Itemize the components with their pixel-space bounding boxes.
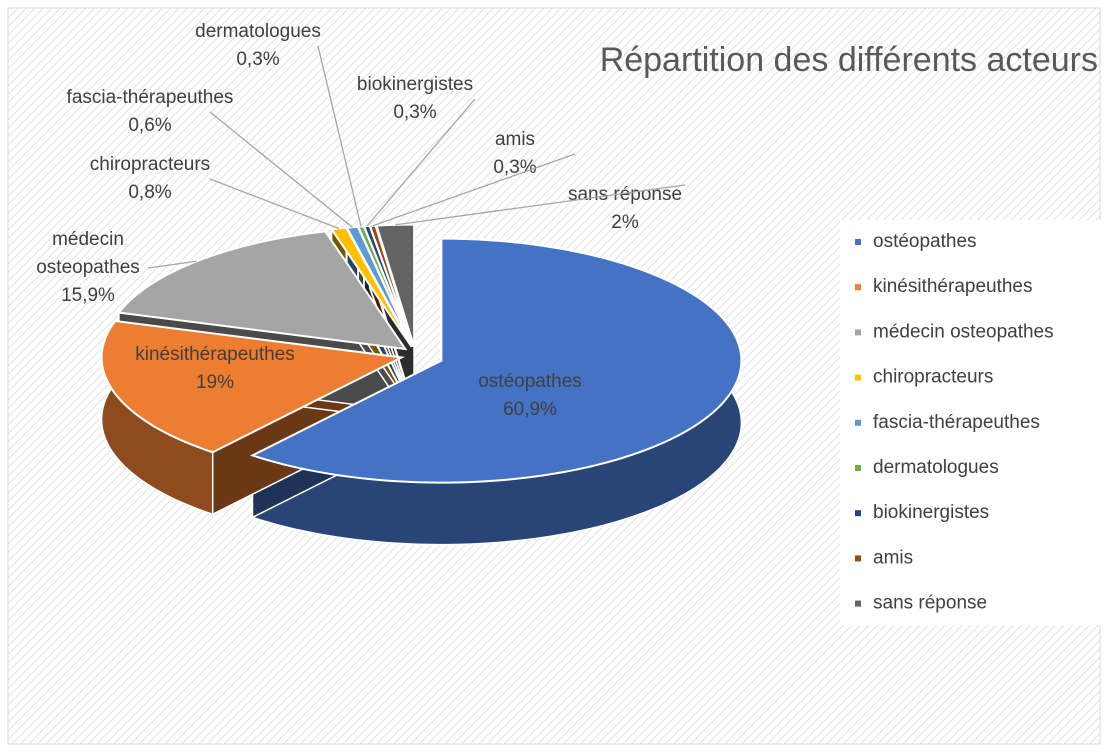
legend-box [840, 220, 1102, 625]
leader-line [372, 153, 576, 227]
legend-label: chiropracteurs [873, 367, 993, 388]
legend-label: sans réponse [873, 593, 987, 614]
legend-label: médecin osteopathes [873, 321, 1054, 342]
legend-swatch [855, 374, 861, 381]
slice [375, 223, 416, 347]
chart-title: Répartition des différents acteurs [600, 41, 1098, 79]
leader-line [395, 184, 686, 226]
data-label-value: 0,3% [493, 157, 536, 178]
slice [100, 319, 405, 454]
data-label-name: kinésithérapeuthes [135, 344, 295, 365]
legend-label: amis [873, 547, 913, 568]
data-label-value: 19% [196, 372, 234, 393]
data-label-name: amis [495, 129, 535, 150]
legend-swatch [855, 555, 861, 562]
data-label-name: dermatologues [195, 21, 321, 42]
legend-swatch [855, 465, 861, 471]
legend-label: kinésithérapeuthes [873, 276, 1033, 297]
data-label-value: 60,9% [503, 399, 557, 420]
data-label-value: 15,9% [61, 285, 115, 306]
legend-label: ostéopathes [873, 231, 977, 252]
legend: ostéopathes kinésithérapeuthes médecin ost… [855, 231, 1054, 614]
data-label-value: 0,8% [128, 182, 171, 203]
slice [249, 237, 743, 484]
legend-swatch [855, 329, 861, 336]
legend-swatch [855, 510, 861, 517]
legend-label: dermatologues [873, 457, 999, 478]
data-label-value: 0,3% [393, 102, 436, 123]
legend-swatch [855, 600, 861, 607]
data-label-value: 0,3% [236, 49, 279, 70]
data-label-value: 2% [611, 212, 639, 233]
labels: ostéopathes 60,9% kinésithérapeuthes 19% méd… [36, 21, 686, 420]
leader-line [366, 98, 476, 227]
leader-line [317, 45, 362, 227]
data-label-name: médecin osteopathes [36, 229, 140, 278]
data-label-name: ostéopathes [478, 371, 582, 392]
data-label-name: biokinergistes [357, 74, 473, 95]
legend-swatch [855, 239, 861, 245]
leader-line [147, 260, 197, 269]
legend-label: fascia-thérapeuthes [873, 412, 1040, 433]
legend-swatch [855, 284, 861, 291]
leader-line [209, 111, 353, 228]
pie [100, 223, 743, 546]
data-label-name: chiropracteurs [90, 154, 210, 175]
leader-line [209, 178, 340, 230]
legend-swatch [855, 419, 861, 426]
data-label-value: 0,6% [128, 115, 171, 136]
legend-label: biokinergistes [873, 502, 989, 523]
slice [117, 230, 408, 351]
data-label-name: fascia-thérapeuthes [67, 87, 234, 108]
